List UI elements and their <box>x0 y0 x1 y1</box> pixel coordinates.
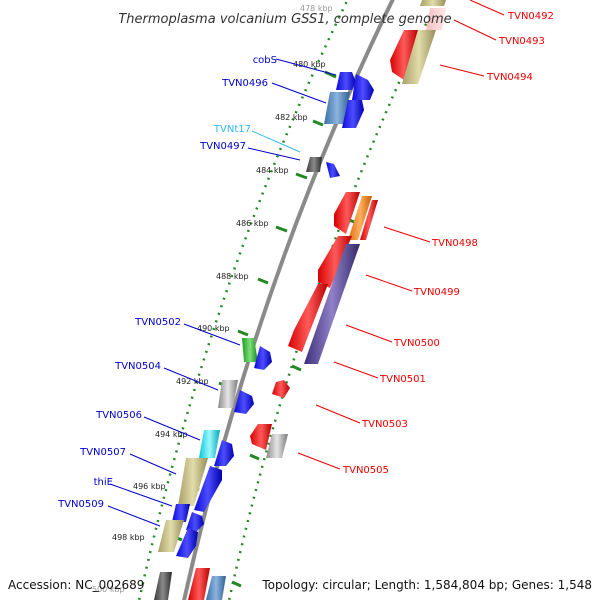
gene-label-TVN0509[interactable]: TVN0509 <box>57 499 104 510</box>
topology-text: Topology: circular; Length: 1,584,804 bp… <box>262 578 592 592</box>
gene-TVN0500[interactable] <box>288 284 328 352</box>
gene-TVN0504-b[interactable] <box>234 390 254 414</box>
gene-TVN0498[interactable] <box>334 192 360 234</box>
gene-next-reverse-b[interactable] <box>206 576 226 600</box>
tick-label: 484 kbp <box>256 166 289 175</box>
accession-text: Accession: NC_002689 <box>8 578 145 592</box>
gene-TVN0498-b[interactable] <box>348 196 372 240</box>
gene-cobS[interactable] <box>336 72 356 90</box>
gene-TVN0506[interactable] <box>199 430 220 458</box>
gene-label-TVN0501[interactable]: TVN0501 <box>379 374 426 385</box>
gene-TVN0502[interactable] <box>242 338 258 362</box>
gene-label-TVN0497[interactable]: TVN0497 <box>199 141 246 152</box>
gene-TVN0494-a[interactable] <box>390 30 418 80</box>
gene-TVN0499-b[interactable] <box>304 244 360 364</box>
gene-label-TVN0498[interactable]: TVN0498 <box>431 238 478 249</box>
gene-TVN0494[interactable] <box>402 30 436 84</box>
gene-TVN0496[interactable] <box>324 92 350 124</box>
tick-label: 490 kbp <box>197 324 230 333</box>
gene-label-TVN0496[interactable]: TVN0496 <box>221 78 268 89</box>
gene-label-TVN0504[interactable]: TVN0504 <box>114 361 161 372</box>
gene-label-TVN0500[interactable]: TVN0500 <box>393 338 440 349</box>
tick-label: 500 kbp <box>92 585 125 594</box>
gene-TVN0496-a[interactable] <box>352 74 374 100</box>
tick-label: 492 kbp <box>176 377 209 386</box>
inner-tick-ring <box>137 0 349 600</box>
gene-TVN0505-b[interactable] <box>266 434 288 458</box>
gene-TVN0509[interactable] <box>158 520 184 552</box>
gene-TVN0499[interactable] <box>318 236 352 288</box>
gene-label-TVN0506[interactable]: TVN0506 <box>95 410 142 421</box>
gene-TVN0507-b[interactable] <box>194 466 222 512</box>
reverse-genes <box>188 0 446 600</box>
gene-label-TVN0505[interactable]: TVN0505 <box>342 465 389 476</box>
gene-TVN0504[interactable] <box>218 380 238 408</box>
gene-label-TVN0494[interactable]: TVN0494 <box>486 72 533 83</box>
tick-label: 494 kbp <box>155 430 188 439</box>
gene-label-TVNt17[interactable]: TVNt17 <box>213 124 251 135</box>
gene-TVN0496-b[interactable] <box>342 100 364 128</box>
gene-next-reverse-a[interactable] <box>188 568 210 600</box>
gene-TVN0503[interactable] <box>272 380 290 398</box>
gene-label-TVN0502[interactable]: TVN0502 <box>134 317 181 328</box>
gene-thiE-b[interactable] <box>186 512 204 532</box>
tick-label: 478 kbp <box>300 4 333 13</box>
gene-next-forward[interactable] <box>154 572 172 600</box>
gene-label-cobS[interactable]: cobS <box>253 55 277 66</box>
tick-label: 480 kbp <box>293 60 326 69</box>
tick-label: 498 kbp <box>112 533 145 542</box>
gene-thiE[interactable] <box>172 504 190 522</box>
tick-label: 482 kbp <box>275 113 308 122</box>
gene-TVNt17[interactable] <box>326 162 340 178</box>
gene-TVN0492[interactable] <box>420 0 446 6</box>
gene-TVN0497[interactable] <box>306 157 322 172</box>
tick-label: 496 kbp <box>133 482 166 491</box>
gene-TVN0507[interactable] <box>178 458 208 506</box>
gene-TVN0502-b[interactable] <box>254 346 272 370</box>
gene-label-TVN0492[interactable]: TVN0492 <box>507 11 554 22</box>
tick-label: 486 kbp <box>236 219 269 228</box>
gene-TVN0509-b[interactable] <box>176 528 198 558</box>
label-leaders <box>107 0 505 527</box>
forward-genes <box>154 72 374 600</box>
gene-TVN0498-c[interactable] <box>360 200 378 240</box>
tick-label: 488 kbp <box>216 272 249 281</box>
gene-TVN0505[interactable] <box>250 424 272 450</box>
gene-label-TVN0507[interactable]: TVN0507 <box>79 447 126 458</box>
map-title: Thermoplasma volcanium GSS1, complete ge… <box>118 12 451 27</box>
gene-label-TVN0493[interactable]: TVN0493 <box>498 36 545 47</box>
gene-TVN0493[interactable] <box>426 8 446 30</box>
gene-TVN0506-b[interactable] <box>214 440 234 466</box>
gene-label-TVN0499[interactable]: TVN0499 <box>413 287 460 298</box>
gene-label-TVN0503[interactable]: TVN0503 <box>361 419 408 430</box>
gene-label-thiE[interactable]: thiE <box>94 477 113 488</box>
